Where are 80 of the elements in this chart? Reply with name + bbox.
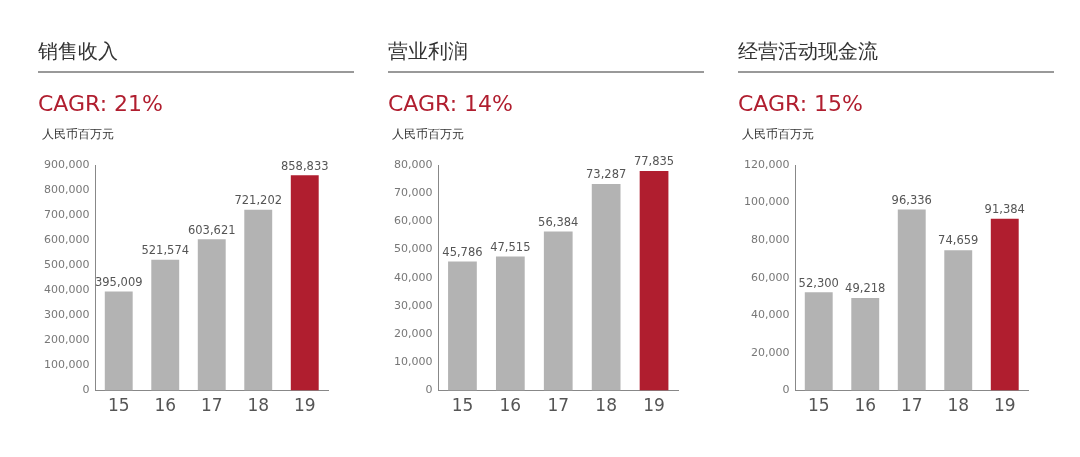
x-tick-label: 18 [247, 395, 270, 416]
y-axis-title: 人民币百万元 [392, 126, 465, 143]
bar [639, 171, 669, 391]
x-tick-label: 19 [643, 395, 665, 416]
x-tick-label: 15 [107, 395, 130, 416]
bar [151, 259, 180, 391]
y-tick-label: 80,000 [750, 233, 790, 247]
y-tick-label: 20,000 [393, 327, 433, 341]
chart-title: 销售收入 [38, 38, 354, 73]
chart-subtitle: CAGR: 21% [38, 91, 164, 116]
y-tick-label: 800,000 [43, 182, 90, 196]
x-tick-label: 15 [807, 395, 830, 416]
x-tick-label: 16 [499, 395, 522, 416]
y-axis-title: 人民币百万元 [742, 126, 815, 143]
y-tick-label: 600,000 [43, 233, 90, 247]
bar [990, 218, 1019, 391]
data-label: 52,300 [798, 275, 839, 290]
data-label: 603,621 [187, 222, 236, 237]
y-tick-label: 10,000 [393, 355, 433, 369]
y-tick-label: 120,000 [743, 157, 790, 171]
y-tick-label: 500,000 [43, 258, 90, 272]
bar [804, 292, 833, 391]
y-tick-label: 700,000 [43, 207, 90, 221]
bar [448, 261, 477, 391]
bar [290, 175, 319, 391]
y-tick-label: 60,000 [393, 214, 433, 228]
y-tick-label: 0 [82, 383, 90, 397]
data-label: 91,384 [984, 202, 1025, 217]
data-label: 395,009 [94, 274, 143, 289]
y-tick-label: 80,000 [393, 157, 433, 171]
bar [244, 209, 273, 391]
x-tick-label: 17 [200, 395, 223, 416]
x-tick-label: 17 [547, 395, 570, 416]
y-tick-label: 200,000 [43, 333, 90, 347]
chart-title: 经营活动现金流 [738, 38, 1054, 73]
chart-subtitle: CAGR: 15% [738, 91, 864, 116]
x-tick-label: 17 [900, 395, 923, 416]
y-tick-label: 0 [425, 383, 433, 397]
y-tick-label: 300,000 [43, 308, 90, 322]
x-tick-label: 16 [854, 395, 877, 416]
y-tick-label: 400,000 [43, 283, 90, 297]
chart-subtitle: CAGR: 14% [388, 91, 514, 116]
y-tick-label: 60,000 [750, 270, 790, 284]
bar [104, 291, 133, 391]
x-tick-label: 16 [154, 395, 177, 416]
data-label: 73,287 [586, 167, 627, 182]
data-label: 74,659 [938, 233, 979, 248]
y-tick-label: 30,000 [393, 298, 433, 312]
data-label: 96,336 [891, 192, 932, 207]
y-tick-label: 20,000 [750, 345, 790, 359]
bar [197, 239, 226, 391]
y-tick-label: 70,000 [393, 186, 433, 200]
y-tick-label: 900,000 [43, 157, 90, 171]
y-tick-label: 0 [782, 383, 790, 397]
y-tick-label: 40,000 [393, 270, 433, 284]
x-tick-label: 19 [293, 395, 316, 416]
data-label: 47,515 [490, 239, 531, 254]
bar [851, 298, 880, 391]
data-label: 521,574 [141, 243, 190, 258]
y-tick-label: 100,000 [43, 358, 90, 372]
bar [495, 256, 525, 391]
y-tick-label: 50,000 [393, 242, 433, 256]
data-label: 858,833 [280, 158, 329, 173]
x-tick-label: 19 [993, 395, 1016, 416]
x-tick-label: 18 [947, 395, 970, 416]
bar [944, 250, 973, 391]
chart-title: 营业利润 [388, 38, 704, 73]
data-label: 56,384 [538, 214, 579, 229]
y-axis-title: 人民币百万元 [42, 126, 115, 143]
bar [543, 231, 573, 391]
data-label: 45,786 [442, 244, 483, 259]
y-tick-label: 100,000 [743, 195, 790, 209]
x-tick-label: 18 [595, 395, 617, 416]
bar [897, 209, 926, 391]
data-label: 721,202 [234, 193, 283, 208]
y-tick-label: 40,000 [750, 308, 790, 322]
data-label: 77,835 [633, 154, 675, 169]
data-label: 49,218 [845, 281, 886, 296]
x-tick-label: 15 [451, 395, 474, 416]
bar [591, 183, 621, 391]
